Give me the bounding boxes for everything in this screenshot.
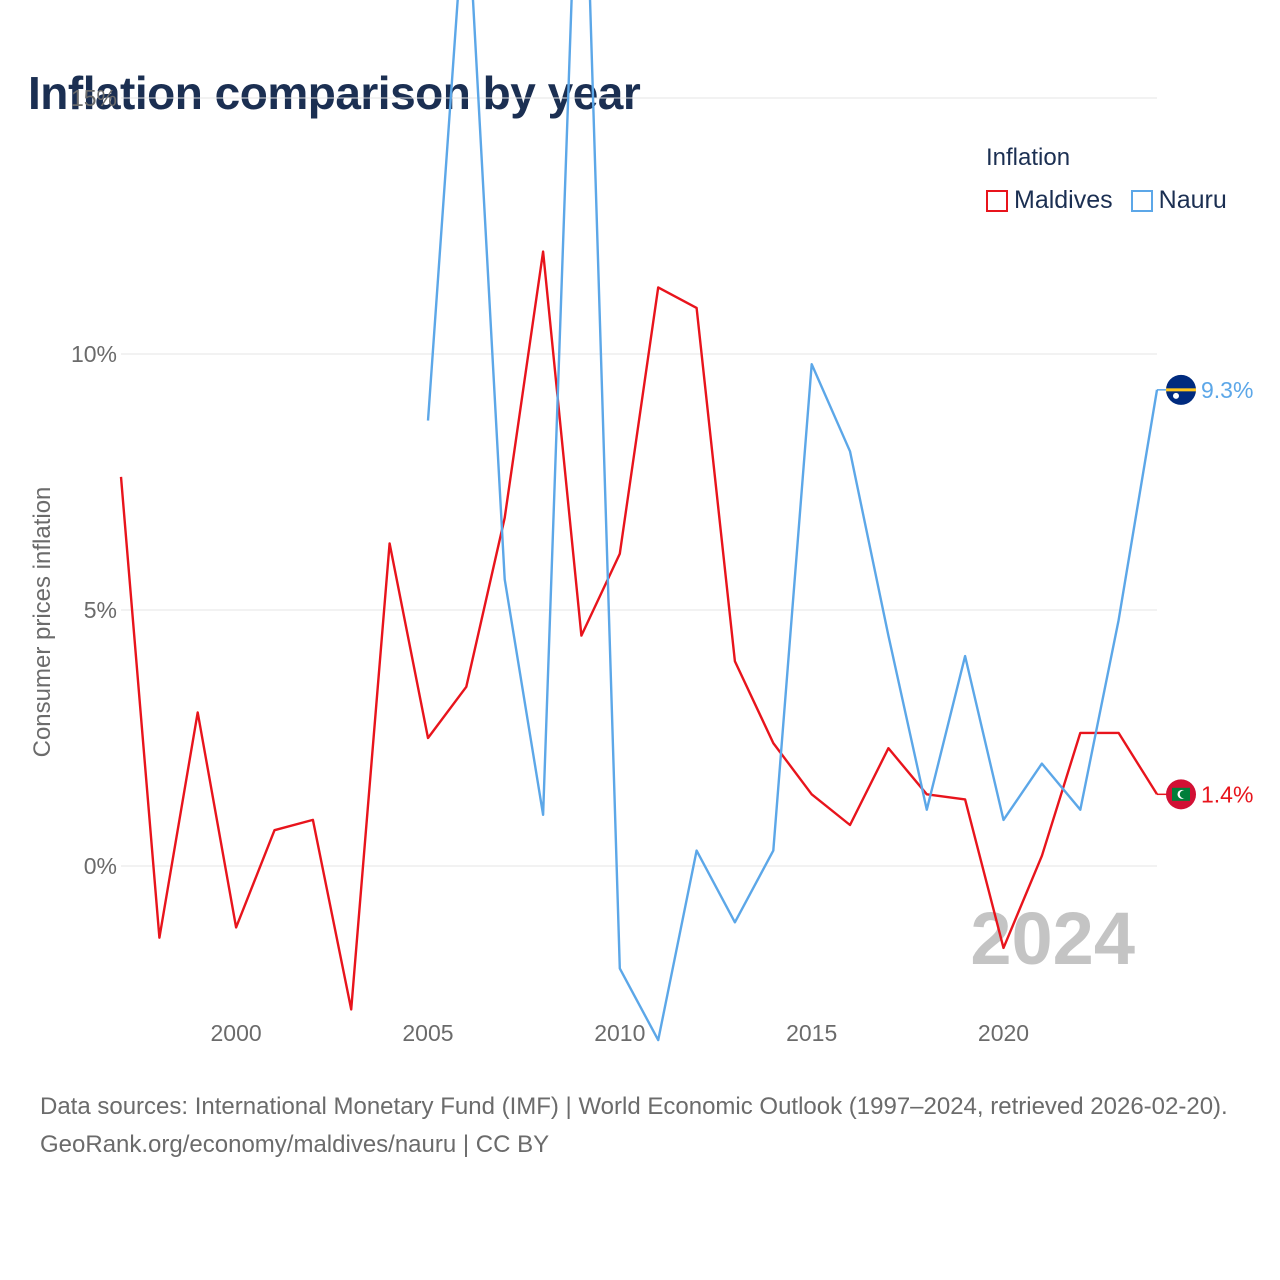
- legend-item-maldives[interactable]: Maldives: [986, 186, 1113, 215]
- y-axis-label: Consumer prices inflation: [29, 487, 56, 758]
- chart-title: Inflation comparison by year: [28, 67, 641, 119]
- series-line-maldives[interactable]: [119, 250, 1159, 1011]
- maldives-flag-icon: [1166, 779, 1196, 810]
- legend-item-nauru[interactable]: Nauru: [1130, 186, 1227, 215]
- legend-title: Inflation: [986, 144, 1071, 171]
- x-axis-ticks: 2000 2005 2010 2015 2020: [211, 1020, 1030, 1046]
- x-tick-label: 2015: [786, 1020, 837, 1046]
- x-tick-label: 2000: [211, 1020, 262, 1046]
- x-tick-label: 2010: [594, 1020, 645, 1046]
- credit-link[interactable]: GeoRank.org/economy/maldives/nauru | CC …: [40, 1131, 550, 1158]
- nauru-flag-icon: [1166, 374, 1196, 405]
- end-value-label-maldives: 1.4%: [1201, 781, 1253, 807]
- end-value-label-nauru: 9.3%: [1201, 377, 1253, 403]
- legend-label-nauru: Nauru: [1158, 186, 1227, 214]
- series-lines: [119, 0, 1159, 1042]
- data-sources: Data sources: International Monetary Fun…: [40, 1093, 1228, 1120]
- gridlines: [121, 97, 1157, 867]
- y-tick-label: 10%: [71, 341, 117, 367]
- series-line-nauru[interactable]: [426, 0, 1159, 1042]
- y-tick-label: 5%: [84, 597, 117, 623]
- end-markers: 1.4% 9.3%: [1157, 374, 1253, 810]
- legend: Maldives Nauru: [986, 186, 1245, 215]
- y-tick-label: 0%: [84, 853, 117, 879]
- y-axis-ticks: 0%5%10%15%20%: [71, 85, 117, 879]
- x-tick-label: 2020: [978, 1020, 1029, 1046]
- y-tick-label: 15%: [71, 85, 117, 111]
- legend-swatch-maldives: [986, 189, 1008, 212]
- legend-label-maldives: Maldives: [1014, 186, 1113, 214]
- legend-swatch-nauru: [1130, 189, 1153, 212]
- footer: Data sources: International Monetary Fun…: [40, 1088, 1250, 1164]
- year-watermark: 2024: [970, 897, 1135, 980]
- x-tick-label: 2005: [402, 1020, 453, 1046]
